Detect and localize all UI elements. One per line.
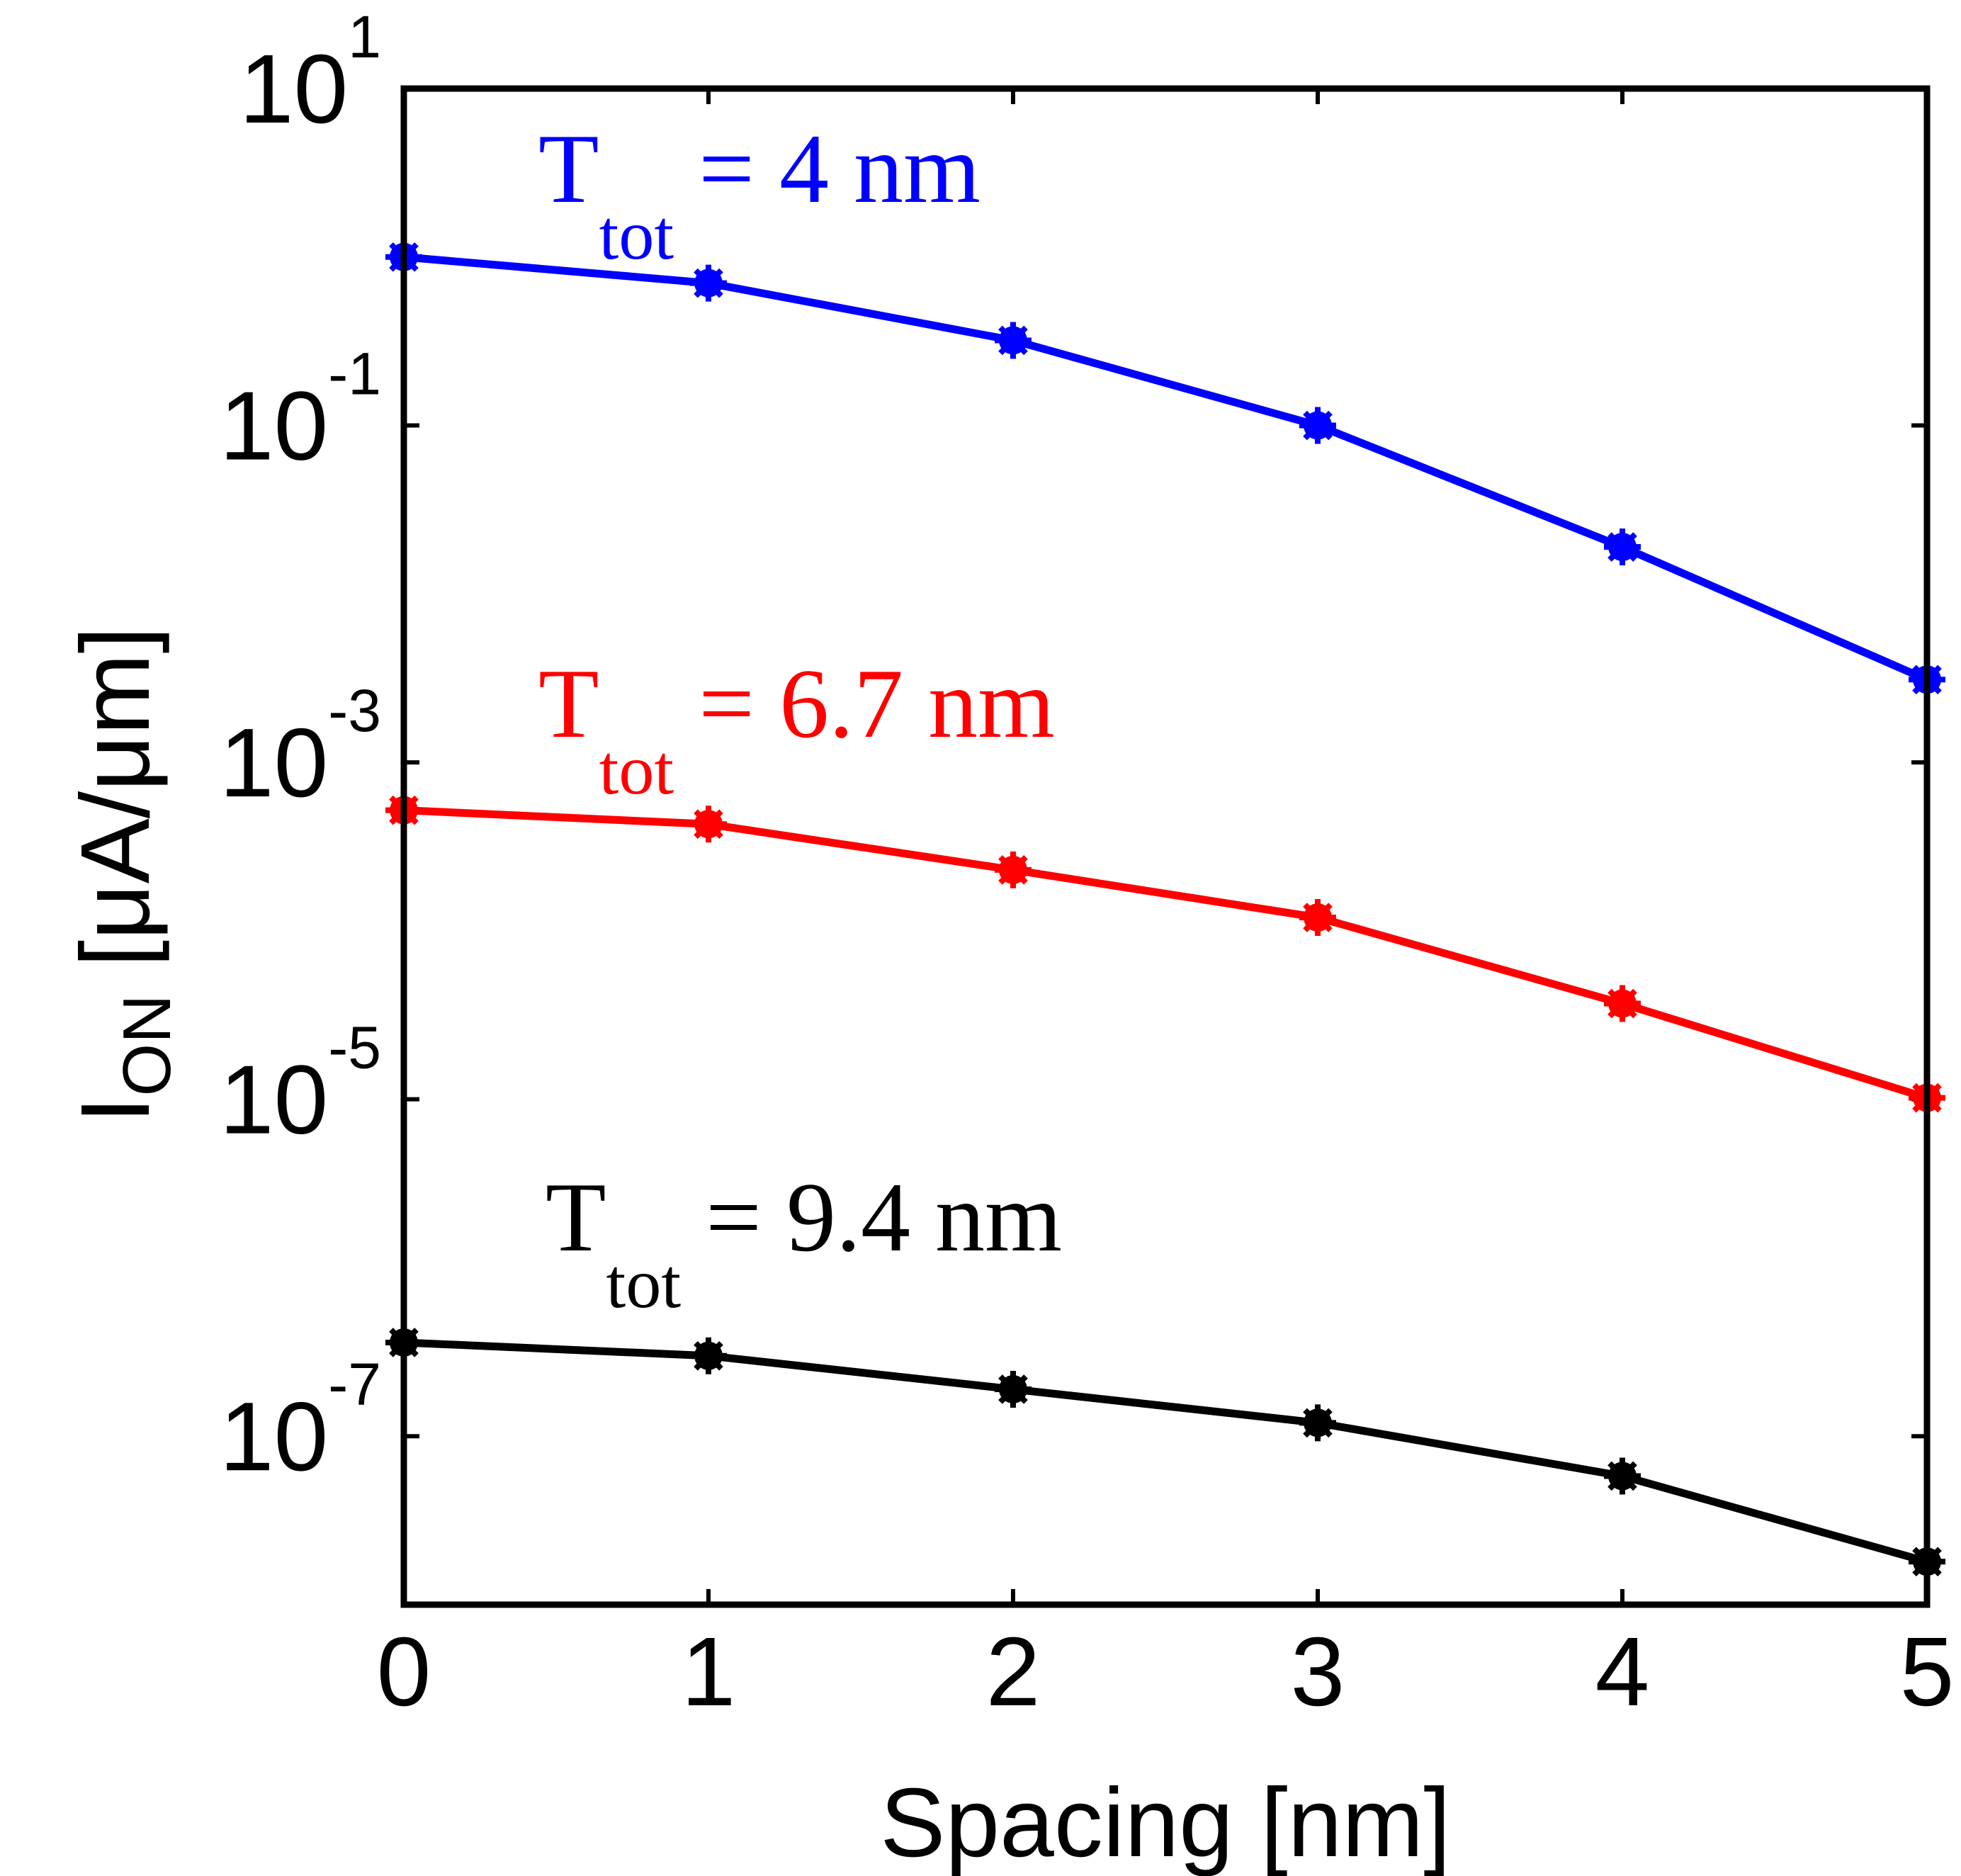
svg-text:ION [μA/μm]: ION [μA/μm] [61, 626, 185, 1124]
labels-layer: 0 1 2 3 4 5 101 10-1 10-3 10-5 10-7 Ttot = 4 nm Ttot… [220, 4, 1955, 1727]
data-point [995, 322, 1032, 359]
series-line [403, 1338, 1928, 1566]
ticks-layer [402, 86, 1929, 1605]
y-tick-label: 10-3 [220, 677, 381, 818]
y-tick-label: 10-1 [220, 341, 381, 481]
y-axis-title-main: I [61, 1097, 170, 1124]
data-point [1299, 1404, 1336, 1442]
y-axis-title-subscript: ON [109, 995, 185, 1097]
x-tick-label: 5 [1900, 1617, 1955, 1727]
data-point [690, 1337, 727, 1374]
data-point [995, 851, 1032, 888]
series-3 [385, 1323, 1945, 1581]
x-tick-label: 0 [377, 1617, 431, 1727]
x-tick-label: 4 [1595, 1617, 1650, 1727]
y-tick-label: 10-5 [220, 1015, 381, 1155]
data-point [1604, 1457, 1641, 1495]
x-tick-label: 3 [1291, 1617, 1345, 1727]
series-1 [385, 238, 1945, 699]
series-label: Ttot = 4 nm [538, 114, 981, 274]
series-line [403, 806, 1928, 1102]
data-point [1299, 407, 1336, 444]
data-point [1604, 985, 1641, 1022]
y-axis-title-unit: [μA/μm] [61, 626, 170, 994]
data-point [690, 264, 727, 302]
x-tick-label: 2 [986, 1617, 1041, 1727]
series-line [403, 253, 1929, 684]
data-point [1299, 899, 1336, 937]
series-2 [385, 791, 1945, 1117]
x-tick-label: 1 [682, 1617, 736, 1727]
y-tick-label: 101 [239, 4, 381, 144]
x-axis-title: Spacing [nm] [880, 1768, 1450, 1876]
series-layer [385, 238, 1945, 1581]
series-label: Ttot = 9.4 nm [546, 1163, 1062, 1323]
plot-frame [400, 85, 1931, 1608]
y-axis-title: ION [μA/μm] [61, 626, 185, 1124]
data-point [690, 806, 727, 843]
y-tick-label: 10-7 [220, 1351, 381, 1491]
data-point [995, 1370, 1032, 1408]
data-point [1604, 529, 1641, 566]
series-label: Ttot = 6.7 nm [538, 649, 1055, 809]
